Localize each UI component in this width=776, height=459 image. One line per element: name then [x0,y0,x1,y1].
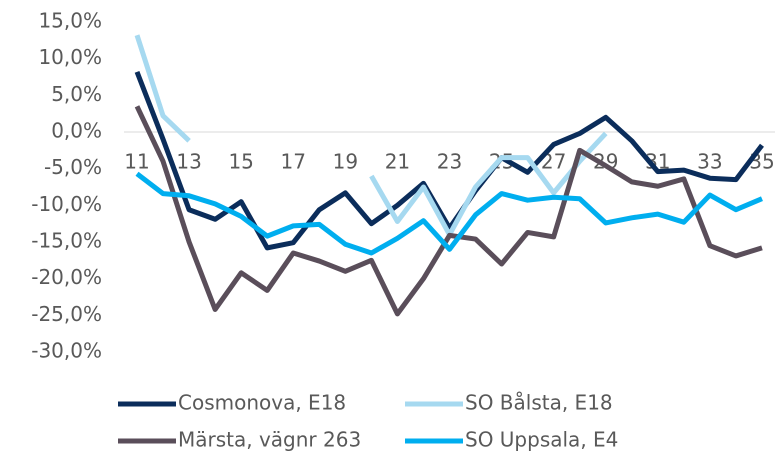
y-tick-label: -25,0% [31,302,102,326]
x-tick-label: 23 [437,150,462,174]
series-line [134,34,608,238]
x-tick-label: 11 [124,150,149,174]
y-tick-label: 0,0% [51,119,102,143]
y-tick-label: 5,0% [51,82,102,106]
y-tick-label: -10,0% [31,192,102,216]
legend-label: SO Bålsta, E18 [465,391,613,415]
x-tick-label: 19 [333,150,358,174]
y-tick-label: -30,0% [31,339,102,363]
x-tick-label: 17 [281,150,306,174]
y-tick-label: -20,0% [31,265,102,289]
y-tick-label: -5,0% [44,155,102,179]
y-tick-label: 15,0% [38,9,102,33]
legend-label: Cosmonova, E18 [178,391,346,415]
x-tick-label: 15 [228,150,253,174]
x-tick-label: 21 [385,150,410,174]
series-line [135,171,763,256]
series-line [134,70,764,251]
x-tick-label: 33 [697,150,722,174]
legend-label: Märsta, vägnr 263 [178,428,361,452]
y-tick-label: 10,0% [38,45,102,69]
series-line [134,105,763,317]
y-tick-label: -15,0% [31,229,102,253]
legend-label: SO Uppsala, E4 [465,428,618,452]
x-tick-label: 13 [176,150,201,174]
